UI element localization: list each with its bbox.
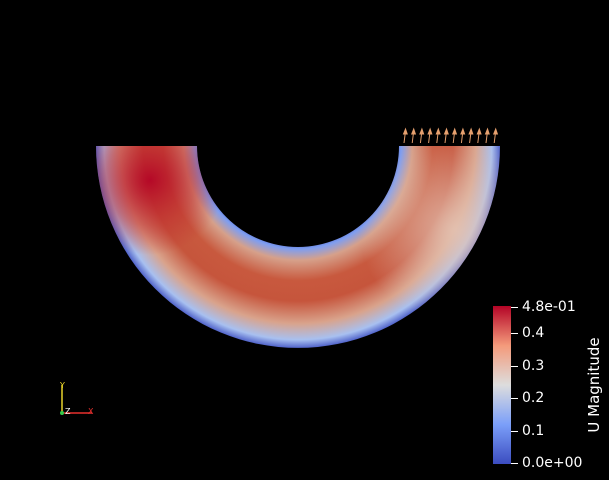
colorbar-title: U Magnitude [585,337,603,433]
velocity-arrow-head [419,127,425,135]
colorbar-tick-mark [511,366,518,367]
inlet-velocity-glyphs [402,127,499,144]
velocity-arrow-head [484,127,490,135]
z-axis-dot [60,411,64,415]
velocity-arrow-head [468,127,474,135]
velocity-arrow-head [476,127,482,135]
high-velocity-region [96,146,225,255]
z-axis-label: Z [65,407,71,416]
velocity-arrow-head [427,127,433,135]
colorbar-tick-label: 0.2 [522,390,545,406]
orientation-axes: Y X Z [59,381,94,416]
velocity-arrow-head [492,127,499,135]
u-bend-mesh [96,146,500,348]
colorbar-tick-mark [511,333,518,334]
velocity-arrow-head [410,127,417,135]
x-axis-label: X [88,407,94,416]
colorbar-tick-label: 0.3 [522,358,545,374]
velocity-arrow-head [435,127,441,135]
colorbar-tick-mark [511,463,518,464]
low-velocity-region [360,146,500,325]
colorbar-tick-mark [511,431,518,432]
colorbar-tick-label: 0.4 [522,325,545,341]
velocity-arrow-head [443,127,449,135]
velocity-arrow-head [451,127,458,135]
velocity-arrow-head [460,127,466,135]
velocity-arrow-head [402,127,408,135]
colorbar-gradient [493,306,511,464]
colorbar-tick-label: 0.0e+00 [522,455,583,471]
colorbar-tick-label: 0.1 [522,423,545,439]
y-axis-label: Y [59,381,65,390]
colorbar-tick-label: 4.8e-01 [522,299,576,315]
colorbar-tick-mark [511,307,518,308]
colorbar-tick-mark [511,398,518,399]
